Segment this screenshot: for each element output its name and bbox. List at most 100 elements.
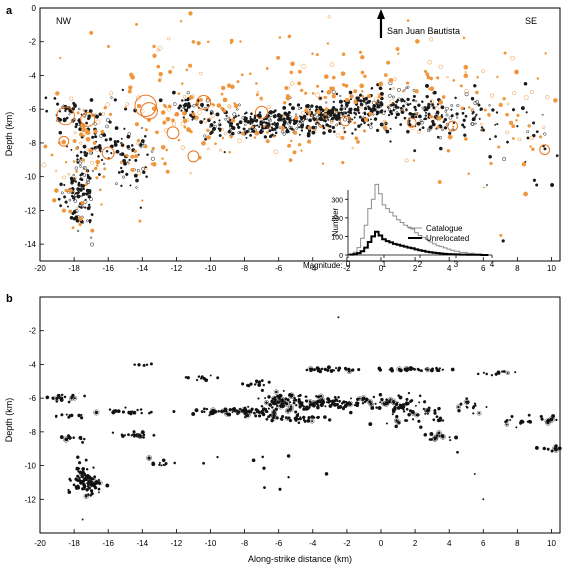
hypocenter bbox=[339, 100, 343, 104]
hypocenter bbox=[72, 102, 75, 105]
hypocenter bbox=[456, 104, 459, 107]
hypocenter bbox=[96, 176, 99, 179]
hypocenter bbox=[371, 406, 373, 408]
hypocenter bbox=[207, 41, 209, 43]
hypocenter bbox=[161, 110, 165, 114]
hypocenter bbox=[280, 419, 282, 421]
hypocenter bbox=[250, 123, 252, 125]
hypocenter bbox=[327, 42, 329, 44]
x-tick-label: 0 bbox=[379, 539, 384, 548]
hypocenter bbox=[359, 94, 362, 97]
hypocenter bbox=[463, 37, 465, 39]
hypocenter bbox=[482, 498, 484, 500]
hypocenter bbox=[305, 396, 307, 398]
hypocenter bbox=[351, 133, 353, 135]
x-tick-label: 2 bbox=[413, 539, 418, 548]
hypocenter bbox=[392, 87, 394, 89]
hypocenter bbox=[102, 112, 105, 115]
hypocenter bbox=[323, 127, 325, 129]
hypocenter bbox=[320, 395, 322, 397]
hypocenter bbox=[78, 108, 80, 110]
hypocenter bbox=[212, 114, 216, 118]
hypocenter bbox=[405, 367, 408, 370]
hypocenter bbox=[244, 409, 247, 412]
hypocenter bbox=[216, 377, 219, 380]
hypocenter bbox=[98, 482, 100, 484]
hypocenter bbox=[273, 135, 275, 137]
hypocenter bbox=[545, 52, 547, 54]
hypocenter bbox=[55, 91, 59, 95]
hypocenter bbox=[379, 82, 383, 86]
hypocenter bbox=[486, 406, 488, 408]
hypocenter bbox=[120, 185, 122, 187]
hypocenter bbox=[84, 474, 86, 476]
hypocenter bbox=[400, 107, 402, 109]
hypocenter bbox=[91, 136, 94, 139]
hypocenter bbox=[477, 373, 479, 375]
hypocenter bbox=[359, 99, 362, 102]
hypocenter bbox=[528, 420, 531, 423]
hypocenter bbox=[138, 154, 140, 156]
hypocenter bbox=[228, 413, 231, 416]
hypocenter bbox=[219, 134, 222, 137]
hypocenter bbox=[489, 138, 491, 140]
hypocenter bbox=[126, 102, 129, 105]
hypocenter bbox=[322, 163, 324, 165]
x-tick-label: 6 bbox=[481, 264, 486, 273]
panel-b-x-label: Along-strike distance (km) bbox=[248, 554, 352, 564]
hypocenter bbox=[351, 113, 352, 114]
hypocenter bbox=[77, 470, 79, 472]
hypocenter bbox=[89, 219, 92, 222]
hypocenter bbox=[238, 104, 240, 106]
hypocenter bbox=[307, 419, 310, 422]
hypocenter bbox=[46, 396, 49, 399]
hypocenter bbox=[228, 117, 230, 119]
y-tick-label: -4 bbox=[29, 360, 37, 369]
hypocenter bbox=[74, 200, 77, 203]
hypocenter bbox=[392, 413, 394, 415]
hypocenter bbox=[80, 207, 82, 209]
hypocenter bbox=[281, 415, 284, 418]
large-event bbox=[167, 127, 179, 139]
hypocenter bbox=[336, 399, 338, 401]
hypocenter bbox=[536, 131, 538, 133]
hypocenter bbox=[74, 397, 76, 399]
hypocenter bbox=[88, 206, 90, 208]
hypocenter bbox=[229, 151, 231, 153]
x-tick-label: -2 bbox=[343, 539, 351, 548]
hypocenter bbox=[306, 119, 307, 120]
hypocenter bbox=[298, 127, 299, 128]
hypocenter bbox=[103, 176, 106, 179]
hypocenter bbox=[363, 100, 366, 103]
hypocenter bbox=[423, 408, 425, 410]
hypocenter bbox=[261, 379, 263, 381]
hypocenter bbox=[84, 116, 86, 118]
hypocenter bbox=[461, 124, 464, 127]
hypocenter bbox=[138, 435, 140, 437]
x-tick-label: 8 bbox=[515, 539, 520, 548]
hypocenter bbox=[551, 414, 555, 418]
hypocenter bbox=[376, 113, 378, 115]
hypocenter bbox=[423, 400, 426, 403]
hypocenter bbox=[282, 106, 285, 109]
hypocenter bbox=[148, 412, 150, 414]
hypocenter bbox=[308, 119, 311, 122]
hypocenter bbox=[444, 126, 447, 129]
hypocenter bbox=[361, 90, 363, 92]
hypocenter bbox=[148, 457, 151, 460]
hypocenter bbox=[439, 367, 441, 369]
hypocenter bbox=[464, 137, 467, 140]
hypocenter bbox=[304, 92, 307, 95]
hypocenter bbox=[224, 132, 227, 135]
hypocenter bbox=[503, 97, 506, 100]
hypocenter bbox=[143, 434, 145, 436]
hypocenter bbox=[69, 189, 73, 193]
hypocenter bbox=[152, 147, 155, 150]
hypocenter bbox=[219, 120, 221, 122]
hypocenter bbox=[276, 56, 280, 60]
hypocenter bbox=[96, 480, 98, 482]
hypocenter bbox=[328, 401, 330, 403]
hypocenter bbox=[547, 419, 551, 423]
hypocenter bbox=[369, 126, 372, 129]
hypocenter bbox=[406, 408, 408, 410]
